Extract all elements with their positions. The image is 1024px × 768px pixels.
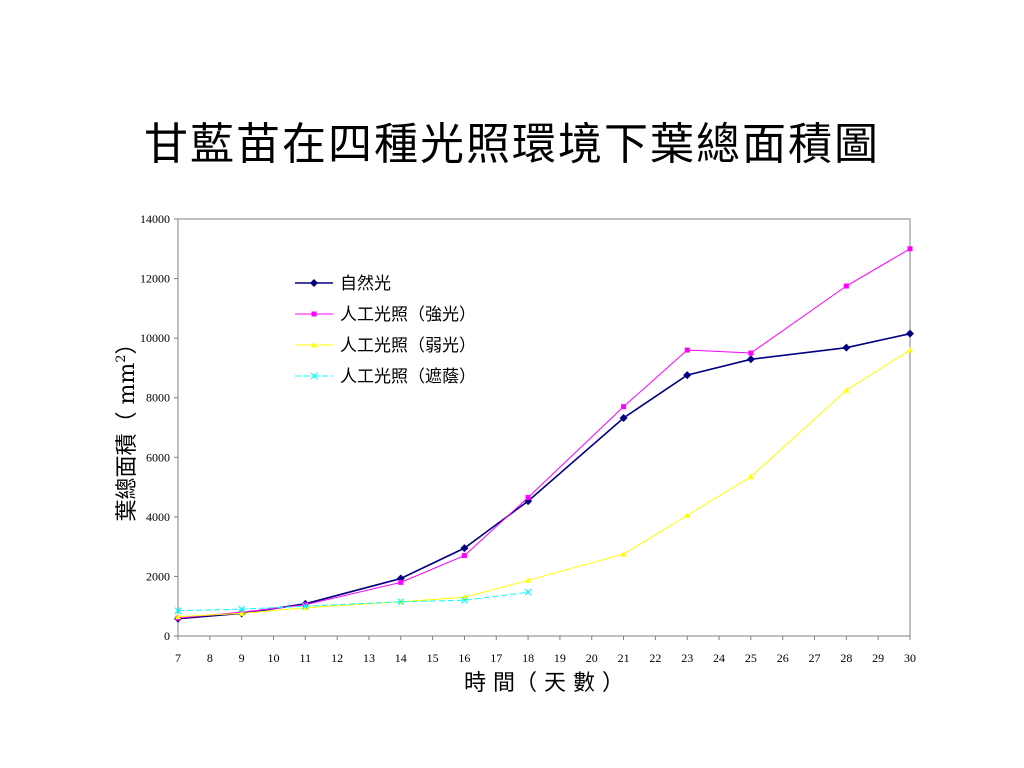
data-point bbox=[619, 413, 628, 422]
data-point bbox=[907, 246, 913, 252]
data-point bbox=[398, 579, 404, 585]
chart-title: 甘藍苗在四種光照環境下葉總面積圖 bbox=[144, 119, 880, 170]
legend-label: 人工光照（強光） bbox=[340, 305, 476, 325]
series-line bbox=[177, 349, 911, 618]
data-point bbox=[525, 577, 532, 583]
x-tick-label: 16 bbox=[458, 651, 470, 665]
x-tick-label: 13 bbox=[363, 651, 375, 665]
data-point bbox=[843, 387, 850, 393]
x-tick-label: 11 bbox=[300, 651, 312, 665]
data-point bbox=[747, 473, 754, 480]
data-point bbox=[525, 494, 531, 500]
x-tick-label: 20 bbox=[586, 651, 598, 665]
data-point bbox=[843, 283, 849, 289]
data-point bbox=[620, 551, 627, 557]
series-layer bbox=[174, 246, 914, 623]
data-point bbox=[174, 607, 182, 615]
y-axis: 0 2000 4000 6000 8000 10000 12000 14000 bbox=[140, 212, 178, 643]
x-tick-label: 18 bbox=[522, 651, 534, 665]
data-point bbox=[907, 347, 913, 353]
x-tick-label: 26 bbox=[777, 651, 789, 665]
x-tick-label: 29 bbox=[872, 651, 884, 665]
x-tick-label: 22 bbox=[649, 651, 661, 665]
y-tick-label: 0 bbox=[164, 629, 170, 643]
legend-marker bbox=[311, 342, 317, 348]
x-tick-label: 9 bbox=[239, 651, 245, 665]
data-point bbox=[238, 610, 245, 616]
x-axis: 7 8 9 10 11 12 13 14 15 16 17 18 19 20 21 22 23 24 25 26 27 2… bbox=[175, 636, 916, 665]
x-tick-label: 12 bbox=[331, 651, 343, 665]
legend-item: 人工光照（弱光） bbox=[295, 336, 476, 356]
series-3 bbox=[175, 347, 913, 620]
data-point bbox=[684, 512, 691, 518]
y-tick-label: 12000 bbox=[140, 272, 170, 286]
data-point bbox=[461, 596, 468, 604]
data-point bbox=[842, 343, 851, 352]
x-tick-label: 8 bbox=[207, 651, 213, 665]
x-tick-label: 24 bbox=[713, 651, 725, 665]
data-point bbox=[175, 613, 181, 620]
series-1 bbox=[174, 329, 914, 623]
data-point bbox=[906, 329, 914, 338]
data-point bbox=[746, 355, 755, 364]
x-tick-label: 7 bbox=[175, 651, 181, 665]
data-point bbox=[238, 605, 246, 613]
series-line bbox=[177, 591, 529, 612]
x-tick-label: 10 bbox=[267, 651, 279, 665]
y-axis-label-close: ） bbox=[115, 332, 140, 354]
x-tick-label: 25 bbox=[745, 651, 757, 665]
legend-marker bbox=[310, 372, 318, 380]
x-tick-label: 21 bbox=[618, 651, 630, 665]
legend-label: 人工光照（弱光） bbox=[340, 336, 476, 356]
y-tick-label: 2000 bbox=[146, 569, 170, 583]
x-tick-label: 27 bbox=[809, 651, 821, 665]
data-point bbox=[461, 553, 467, 559]
x-tick-label: 30 bbox=[904, 651, 916, 665]
x-tick-label: 17 bbox=[490, 651, 502, 665]
data-point bbox=[621, 404, 627, 410]
legend-item: 人工光照（遮蔭） bbox=[295, 367, 476, 387]
y-tick-label: 6000 bbox=[146, 450, 170, 464]
legend-item: 人工光照（強光） bbox=[295, 305, 476, 325]
y-tick-label: 14000 bbox=[140, 212, 170, 226]
legend-marker bbox=[311, 311, 317, 317]
series-4 bbox=[174, 588, 532, 615]
x-tick-label: 28 bbox=[840, 651, 852, 665]
data-point bbox=[524, 588, 532, 596]
series-line bbox=[177, 248, 911, 619]
legend-label: 人工光照（遮蔭） bbox=[340, 367, 476, 387]
legend-item: 自然光 bbox=[295, 274, 391, 294]
y-axis-label-superscript: 2 bbox=[114, 355, 129, 363]
data-point bbox=[397, 598, 405, 606]
data-point bbox=[683, 371, 692, 380]
y-tick-label: 8000 bbox=[146, 391, 170, 405]
x-tick-label: 23 bbox=[681, 651, 693, 665]
data-point bbox=[460, 544, 469, 553]
legend-marker bbox=[310, 279, 318, 287]
data-point bbox=[684, 347, 690, 353]
x-tick-label: 15 bbox=[427, 651, 439, 665]
x-tick-label: 14 bbox=[395, 651, 407, 665]
y-tick-label: 10000 bbox=[140, 331, 170, 345]
plot-area bbox=[177, 218, 911, 637]
data-point bbox=[302, 604, 309, 611]
data-point bbox=[748, 350, 754, 356]
data-point bbox=[301, 602, 309, 610]
legend-label: 自然光 bbox=[340, 274, 391, 294]
series-2 bbox=[175, 246, 913, 621]
x-tick-label: 19 bbox=[554, 651, 566, 665]
x-axis-label: 時 間（ 天 數 ） bbox=[464, 671, 624, 696]
y-tick-label: 4000 bbox=[146, 510, 170, 524]
y-axis-label: 葉總面積（ mm2） bbox=[114, 332, 140, 521]
y-axis-label-main: 葉總面積（ mm bbox=[115, 363, 140, 522]
